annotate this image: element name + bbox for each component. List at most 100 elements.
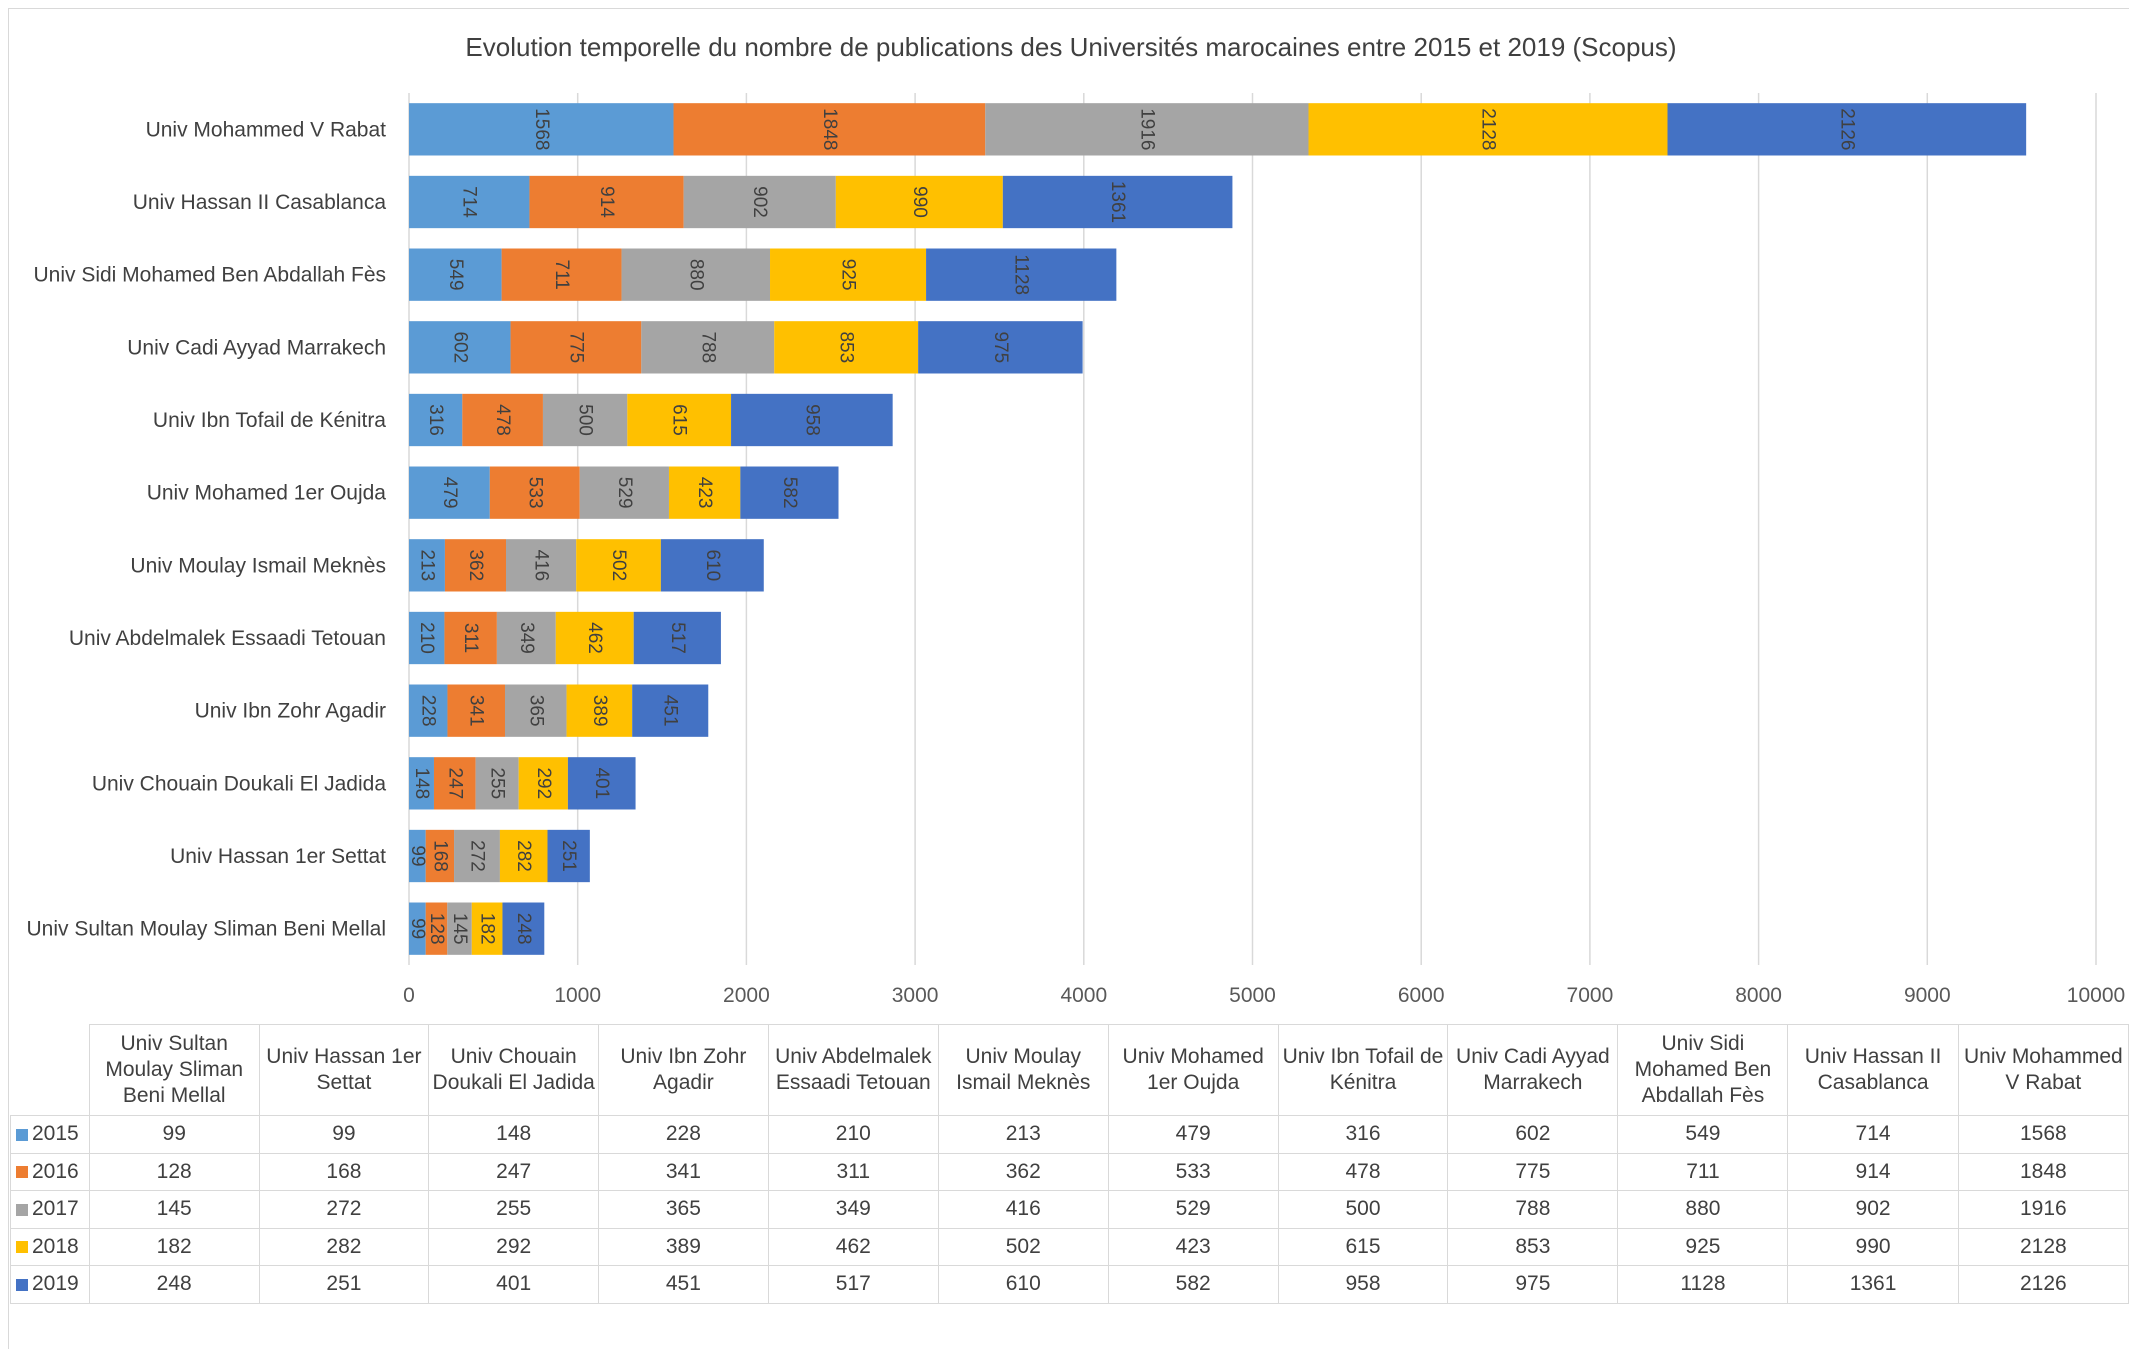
legend-label: 2019: [32, 1272, 79, 1296]
table-cell: 714: [1787, 1115, 1959, 1154]
table-cell: 128: [88, 1152, 260, 1191]
x-tick-label: 2000: [723, 984, 770, 1007]
category-label: Univ Cadi Ayyad Marrakech: [127, 336, 386, 359]
table-column-header: Univ Cadi Ayyad Marrakech: [1447, 1024, 1619, 1116]
category-label: Univ Hassan II Casablanca: [133, 191, 387, 214]
table-column-header: Univ Ibn Zohr Agadir: [598, 1024, 769, 1116]
data-label: 914: [596, 186, 617, 218]
table-column-header: Univ Moulay Ismail Meknès: [937, 1024, 1109, 1116]
table-cell: 615: [1277, 1227, 1449, 1266]
table-column-header: Univ Mohamed 1er Oujda: [1107, 1024, 1279, 1116]
bar-segment: [627, 393, 732, 447]
bar-segment: [1002, 175, 1233, 229]
legend-entry: 2018: [10, 1227, 90, 1266]
table-cell: 582: [1107, 1265, 1279, 1304]
table-cell: 255: [428, 1190, 600, 1229]
bar-segment: [576, 539, 661, 592]
x-tick-label: 6000: [1398, 984, 1445, 1007]
legend-swatch: [16, 1278, 28, 1291]
legend-label: 2017: [32, 1197, 79, 1221]
data-label: 341: [466, 695, 487, 727]
table-corner: [10, 1024, 90, 1116]
table-cell: 502: [937, 1227, 1109, 1266]
table-cell: 462: [767, 1227, 939, 1266]
table-cell: 1128: [1617, 1265, 1789, 1304]
bar-segment: [409, 393, 463, 447]
table-cell: 914: [1787, 1152, 1959, 1191]
category-label: Univ Mohamed 1er Oujda: [147, 482, 387, 505]
table-cell: 389: [598, 1227, 769, 1266]
table-cell: 500: [1277, 1190, 1449, 1229]
table-cell: 610: [937, 1265, 1109, 1304]
data-label: 255: [487, 767, 508, 799]
data-label: 1848: [819, 108, 840, 150]
data-label: 615: [669, 404, 690, 436]
data-label: 148: [411, 767, 432, 799]
data-label: 311: [460, 623, 481, 653]
table-cell: 1361: [1787, 1265, 1959, 1304]
data-label: 880: [685, 259, 706, 291]
bar-segment: [566, 684, 633, 737]
table-cell: 549: [1617, 1115, 1789, 1154]
table-cell: 451: [598, 1265, 769, 1304]
table-cell: 423: [1107, 1227, 1279, 1266]
table-cell: 1568: [1957, 1115, 2129, 1154]
data-label: 479: [439, 477, 460, 509]
table-column-header: Univ Sidi Mohamed Ben Abdallah Fès: [1617, 1024, 1789, 1116]
table-cell: 282: [258, 1227, 430, 1266]
bar-segment: [529, 175, 684, 229]
table-cell: 365: [598, 1190, 769, 1229]
table-cell: 2128: [1957, 1227, 2129, 1266]
data-label: 1361: [1107, 181, 1128, 223]
data-label: 902: [749, 186, 770, 218]
legend-swatch: [16, 1203, 28, 1216]
bar-segment: [567, 757, 636, 810]
table-cell: 362: [937, 1152, 1109, 1191]
data-label: 99: [407, 845, 428, 866]
data-label: 282: [513, 840, 534, 872]
bar-segment: [542, 393, 628, 447]
data-label: 1128: [1011, 254, 1032, 295]
bar-segment: [683, 175, 836, 229]
table-cell: 401: [428, 1265, 600, 1304]
table-column-header: Univ Abdelmalek Essaadi Tetouan: [767, 1024, 939, 1116]
bar-segment: [1667, 103, 2027, 156]
category-label: Univ Abdelmalek Essaadi Tetouan: [69, 627, 386, 650]
data-label: 168: [429, 840, 450, 872]
legend-label: 2018: [32, 1234, 79, 1258]
legend-entry: 2015: [10, 1115, 90, 1154]
bar-segment: [499, 829, 548, 883]
bar-segment: [409, 321, 511, 374]
table-body: 2015 99 99 148 228 210 213 479 316 602 549 714 1568 2…: [10, 1115, 2129, 1304]
data-label: 853: [836, 331, 857, 363]
bar-segment: [770, 248, 927, 301]
data-label: 213: [416, 549, 437, 581]
data-label: 248: [513, 913, 534, 945]
bar-segment: [433, 757, 476, 810]
legend-label: 2016: [32, 1159, 79, 1183]
data-label: 128: [426, 913, 447, 945]
bar-segment: [425, 829, 455, 883]
bar-segment: [660, 539, 764, 592]
table-cell: 213: [937, 1115, 1109, 1154]
x-tick-label: 10000: [2067, 984, 2125, 1007]
bar-segment: [731, 393, 893, 447]
table-cell: 902: [1787, 1190, 1959, 1229]
table-cell: 182: [88, 1227, 260, 1266]
data-label: 714: [459, 186, 480, 218]
data-label: 958: [801, 404, 822, 436]
data-label: 145: [449, 913, 470, 945]
bar-segment: [547, 829, 590, 883]
legend-entry: 2017: [10, 1190, 90, 1229]
bar-segment: [471, 902, 503, 955]
table-cell: 975: [1447, 1265, 1619, 1304]
category-label: Univ Mohammed V Rabat: [146, 118, 387, 141]
table-column-header: Univ Chouain Doukali El Jadida: [428, 1024, 600, 1116]
x-tick-label: 3000: [892, 984, 939, 1007]
chart-title: Evolution temporelle du nombre de public…: [465, 32, 1676, 62]
data-label: 462: [584, 622, 605, 654]
data-label: 251: [558, 840, 579, 872]
table-cell: 990: [1787, 1227, 1959, 1266]
table-cell: 958: [1277, 1265, 1449, 1304]
table-cell: 925: [1617, 1227, 1789, 1266]
